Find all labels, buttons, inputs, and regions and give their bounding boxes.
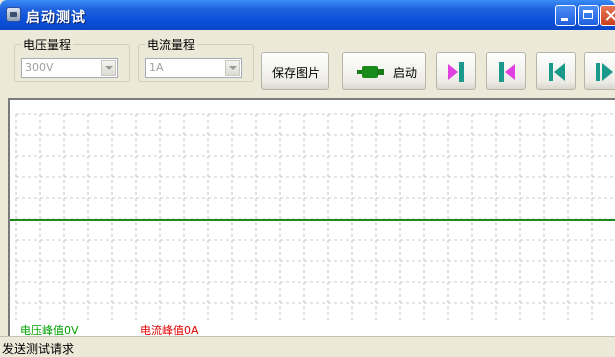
waveform-plot: [10, 113, 615, 320]
current-range-select[interactable]: 1A: [145, 58, 242, 78]
cursor-right-icon: [499, 62, 515, 82]
next-cursor-button[interactable]: [486, 52, 526, 90]
first-button[interactable]: [536, 52, 576, 90]
skip-back-icon: [549, 63, 565, 81]
current-range-label: 电流量程: [145, 36, 198, 53]
maximize-button[interactable]: [578, 5, 599, 26]
start-label: 启动: [393, 66, 418, 80]
prev-cursor-button[interactable]: [436, 52, 476, 90]
voltage-range-label: 电压量程: [21, 36, 74, 53]
play-forward-button[interactable]: [584, 52, 615, 90]
save-image-label: 保存图片: [272, 66, 321, 80]
toolbar: 电压量程 300V 电流量程 1A 保存图片 启动: [4, 30, 615, 98]
skip-forward-icon: [596, 63, 613, 81]
close-button[interactable]: [600, 5, 615, 26]
voltage-peak-readout: 电压峰值0V: [20, 324, 79, 337]
plug-icon: [357, 66, 384, 78]
status-text: 发送测试请求: [2, 342, 75, 356]
title-bar[interactable]: 启动测试: [0, 0, 615, 30]
current-range-value: 1A: [149, 61, 164, 74]
status-bar: 发送测试请求: [0, 336, 615, 357]
chevron-down-icon[interactable]: [225, 60, 240, 76]
chevron-down-icon[interactable]: [101, 60, 116, 76]
app-icon: [6, 7, 21, 22]
voltage-range-group: 电压量程 300V: [14, 36, 130, 82]
voltage-range-select[interactable]: 300V: [21, 58, 118, 78]
save-image-button[interactable]: 保存图片: [261, 52, 329, 90]
window-title: 启动测试: [26, 10, 86, 26]
minimize-button[interactable]: [555, 5, 576, 26]
cursor-left-icon: [448, 62, 464, 82]
waveform-chart[interactable]: 电压峰值0V 电流峰值0A: [8, 98, 615, 337]
current-range-group: 电流量程 1A: [138, 36, 254, 82]
start-button[interactable]: 启动: [342, 52, 426, 90]
current-peak-readout: 电流峰值0A: [140, 324, 199, 337]
voltage-range-value: 300V: [25, 61, 54, 74]
